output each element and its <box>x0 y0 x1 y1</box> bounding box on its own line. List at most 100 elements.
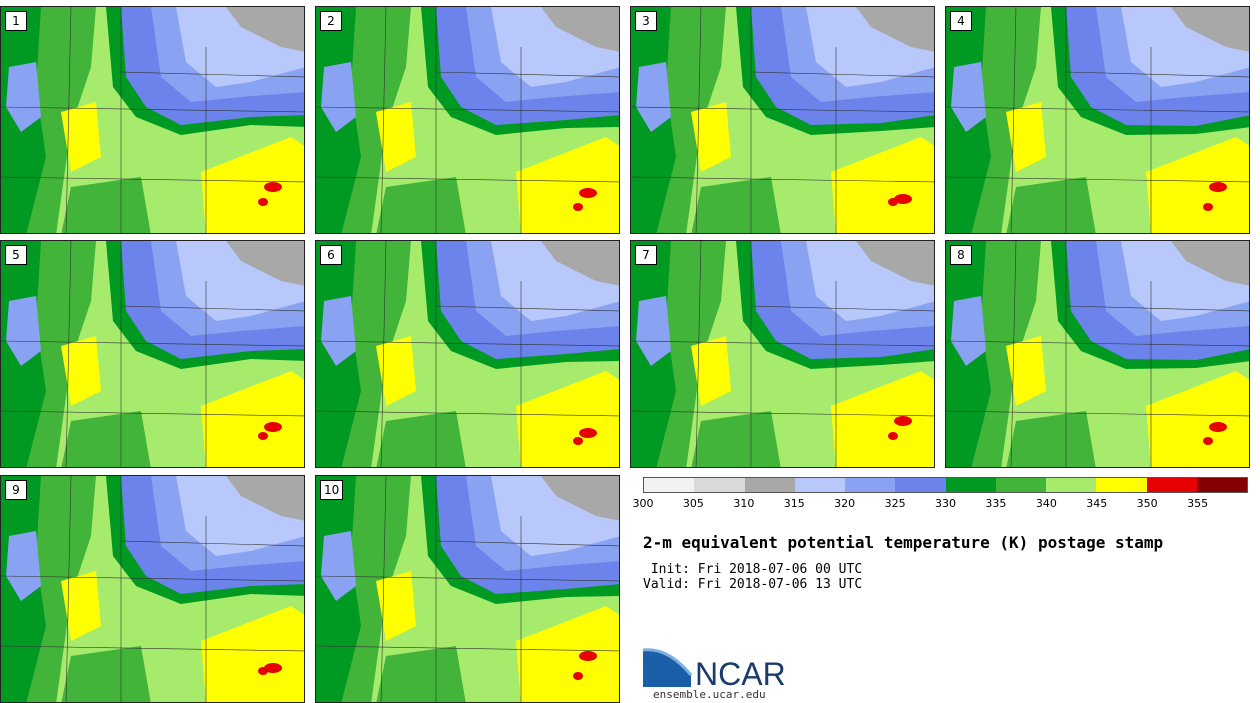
theta-e-345-350 <box>376 336 416 406</box>
theta-e-310-315 <box>1171 241 1249 286</box>
stamp-number: 9 <box>5 480 27 500</box>
legend-tick-label: 320 <box>834 497 856 510</box>
theta-e-350-355 <box>888 198 898 206</box>
theta-e-320-325 <box>6 62 41 132</box>
theta-e-350-355 <box>579 651 597 661</box>
theta-e-345-350 <box>201 371 304 467</box>
state-boundary <box>316 340 619 347</box>
stamp-panel-8: 8 <box>945 240 1250 468</box>
theta-e-350-355 <box>264 422 282 432</box>
state-boundary <box>1 410 304 417</box>
theta-e-335-340 <box>691 177 781 233</box>
legend-tick-label: 315 <box>783 497 805 510</box>
state-boundary <box>1 645 304 652</box>
stamp-panel-2: 2 <box>315 6 620 234</box>
theta-e-350-355 <box>888 432 898 440</box>
stamp-panel-4: 4 <box>945 6 1250 234</box>
theta-e-345-350 <box>61 571 101 641</box>
init-time: Init: Fri 2018-07-06 00 UTC <box>643 562 863 577</box>
theta-e-310-315 <box>226 241 304 286</box>
state-boundary <box>120 540 304 547</box>
stamp-number: 6 <box>320 245 342 265</box>
state-boundary <box>1010 241 1017 467</box>
theta-e-345-350 <box>516 137 619 233</box>
legend-swatch <box>694 478 745 492</box>
stamp-panel-3: 3 <box>630 6 935 234</box>
state-boundary <box>1 176 304 183</box>
legend-swatch <box>995 478 1046 492</box>
theta-e-345-350 <box>516 371 619 467</box>
state-boundary <box>750 71 934 78</box>
stamp-number: 5 <box>5 245 27 265</box>
stamp-number: 7 <box>635 245 657 265</box>
theta-e-320-325 <box>636 296 671 366</box>
legend-swatch <box>794 478 845 492</box>
theta-e-350-355 <box>579 428 597 438</box>
legend-tick-label: 305 <box>682 497 704 510</box>
theta-e-335-340 <box>691 411 781 467</box>
theta-e-350-355 <box>258 432 268 440</box>
map-field <box>316 241 619 467</box>
theta-e-345-350 <box>1146 137 1249 233</box>
state-boundary <box>65 241 72 467</box>
map-field <box>1 7 304 233</box>
theta-e-350-355 <box>579 188 597 198</box>
stamp-panel-5: 5 <box>0 240 305 468</box>
state-boundary <box>120 305 304 312</box>
theta-e-345-350 <box>376 571 416 641</box>
legend-swatch <box>1096 478 1147 492</box>
state-boundary <box>435 71 619 78</box>
legend-tick-label: 335 <box>985 497 1007 510</box>
theta-e-320-325 <box>951 296 986 366</box>
theta-e-310-315 <box>226 476 304 521</box>
theta-e-350-355 <box>1203 203 1213 211</box>
stamp-panel-10: 10 <box>315 475 620 703</box>
state-boundary <box>1 575 304 582</box>
legend-swatch <box>845 478 896 492</box>
state-boundary <box>750 305 934 312</box>
map-field <box>316 7 619 233</box>
state-boundary <box>316 645 619 652</box>
stamp-number: 10 <box>320 480 344 500</box>
stamp-number: 8 <box>950 245 972 265</box>
map-field <box>1 476 304 702</box>
theta-e-350-355 <box>1209 422 1227 432</box>
legend-tick-label: 345 <box>1086 497 1108 510</box>
theta-e-350-355 <box>258 198 268 206</box>
legend-tick-label: 330 <box>935 497 956 510</box>
state-boundary <box>316 106 619 113</box>
theta-e-335-340 <box>1006 177 1096 233</box>
theta-e-335-340 <box>61 411 151 467</box>
state-boundary <box>316 410 619 417</box>
theta-e-310-315 <box>541 241 619 286</box>
theta-e-345-350 <box>516 606 619 702</box>
theta-e-345-350 <box>201 137 304 233</box>
stamp-number: 1 <box>5 11 27 31</box>
theta-e-345-350 <box>1006 102 1046 172</box>
map-field <box>631 241 934 467</box>
theta-e-310-315 <box>856 241 934 286</box>
theta-e-310-315 <box>541 476 619 521</box>
theta-e-335-340 <box>376 646 466 702</box>
theta-e-350-355 <box>1203 437 1213 445</box>
theta-e-345-350 <box>61 336 101 406</box>
theta-e-335-340 <box>376 411 466 467</box>
theta-e-320-325 <box>6 296 41 366</box>
theta-e-345-350 <box>691 336 731 406</box>
legend-tick-label: 300 <box>632 497 654 510</box>
map-field <box>946 7 1249 233</box>
legend-swatch <box>1196 478 1247 492</box>
theta-e-350-355 <box>264 663 282 673</box>
legend-swatch <box>945 478 996 492</box>
legend-swatch <box>744 478 795 492</box>
state-boundary <box>1065 305 1249 312</box>
state-boundary <box>946 410 1249 417</box>
legend-swatch <box>1146 478 1197 492</box>
theta-e-320-325 <box>321 296 356 366</box>
map-field <box>946 241 1249 467</box>
state-boundary <box>65 476 72 702</box>
theta-e-310-315 <box>541 7 619 52</box>
theta-e-335-340 <box>61 177 151 233</box>
state-boundary <box>946 340 1249 347</box>
legend-swatch <box>895 478 946 492</box>
